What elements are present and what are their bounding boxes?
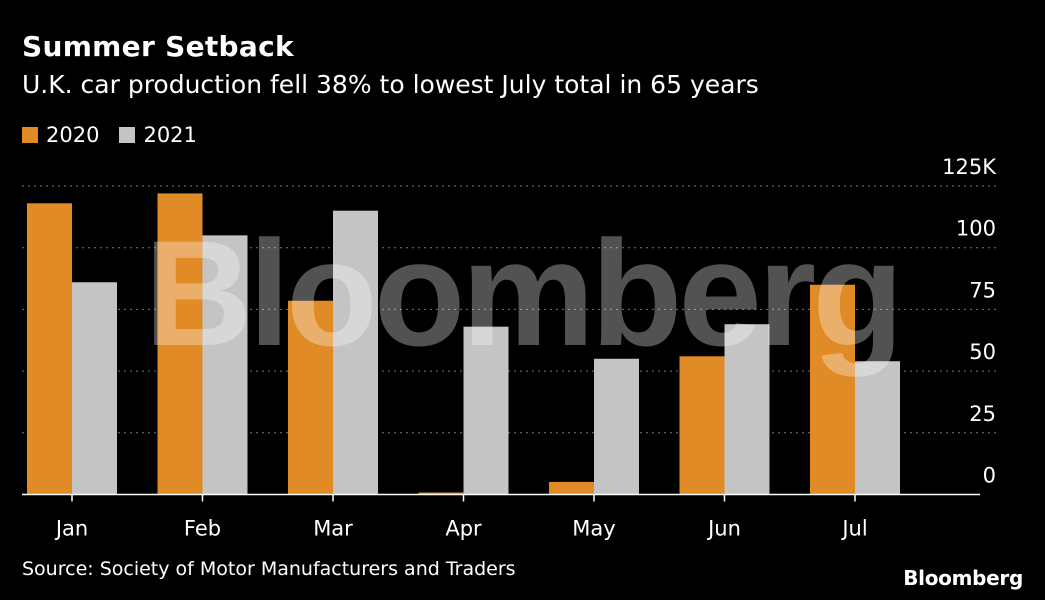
y-tick-label-125: 125K — [942, 155, 997, 179]
x-tick-label-apr: Apr — [445, 517, 482, 541]
bar-jan-2021 — [72, 282, 117, 495]
bar-jul-2021 — [855, 361, 900, 495]
bar-jun-2020 — [679, 356, 725, 495]
legend-label-2020: 2020 — [46, 123, 100, 147]
x-tick-label-jun: Jun — [706, 517, 741, 541]
bar-jun-2021 — [724, 324, 770, 495]
y-tick-label-100: 100 — [956, 217, 996, 241]
y-axis: 0 25 50 75 100 125K — [942, 155, 997, 488]
y-tick-label-25: 25 — [969, 402, 996, 426]
x-tick-label-jan: Jan — [54, 517, 88, 541]
bar-apr-2020 — [418, 492, 464, 495]
x-tick-label-may: May — [572, 517, 615, 541]
x-tick-label-jul: Jul — [840, 517, 867, 541]
bar-may-2020 — [549, 481, 594, 495]
watermark-text: Bloomberg — [144, 209, 900, 377]
legend-item-2020: 2020 — [22, 123, 99, 147]
legend: 2020 2021 — [22, 123, 217, 147]
bar-mar-2021 — [333, 210, 378, 495]
chart-title: Summer Setback — [22, 30, 294, 63]
y-tick-label-75: 75 — [969, 278, 996, 302]
bloomberg-logo: Bloomberg — [903, 566, 1023, 590]
chart-subtitle: U.K. car production fell 38% to lowest J… — [22, 70, 759, 99]
bars — [27, 193, 900, 495]
legend-item-2021: 2021 — [119, 123, 197, 147]
bar-feb-2020 — [157, 193, 203, 495]
source-note: Source: Society of Motor Manufacturers a… — [22, 558, 516, 580]
bar-may-2021 — [594, 358, 639, 495]
bar-jan-2020 — [27, 203, 72, 495]
bar-jul-2020 — [810, 284, 855, 495]
legend-label-2021: 2021 — [143, 123, 197, 147]
x-tick-label-feb: Feb — [184, 517, 221, 541]
bar-mar-2020 — [288, 300, 333, 495]
bar-apr-2021 — [463, 326, 509, 495]
y-tick-label-50: 50 — [969, 340, 996, 364]
x-axis: Jan Feb Mar Apr May Jun Jul — [54, 494, 868, 541]
x-tick-label-mar: Mar — [313, 517, 353, 541]
legend-swatch-2020 — [22, 127, 38, 143]
legend-swatch-2021 — [119, 127, 136, 143]
bar-feb-2021 — [202, 235, 248, 495]
y-tick-label-0: 0 — [983, 464, 996, 488]
